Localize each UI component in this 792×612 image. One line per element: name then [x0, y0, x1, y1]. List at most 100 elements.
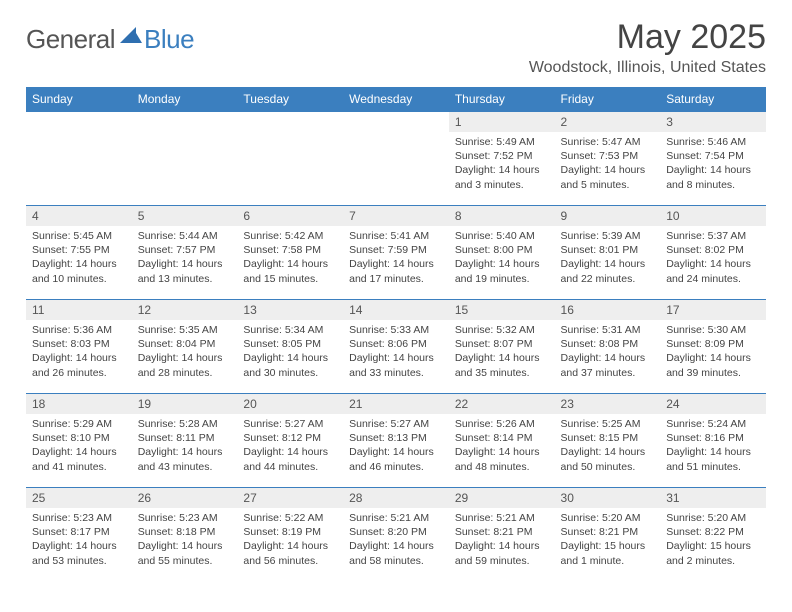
logo-sail-icon: [120, 25, 142, 50]
day-number: 9: [555, 206, 661, 226]
calendar-cell: 21Sunrise: 5:27 AMSunset: 8:13 PMDayligh…: [343, 394, 449, 488]
calendar-cell: 23Sunrise: 5:25 AMSunset: 8:15 PMDayligh…: [555, 394, 661, 488]
calendar-row: 4Sunrise: 5:45 AMSunset: 7:55 PMDaylight…: [26, 206, 766, 300]
calendar-cell: 6Sunrise: 5:42 AMSunset: 7:58 PMDaylight…: [237, 206, 343, 300]
day-details: Sunrise: 5:28 AMSunset: 8:11 PMDaylight:…: [132, 414, 238, 480]
calendar-cell: 11Sunrise: 5:36 AMSunset: 8:03 PMDayligh…: [26, 300, 132, 394]
day-number: 25: [26, 488, 132, 508]
calendar-cell: 8Sunrise: 5:40 AMSunset: 8:00 PMDaylight…: [449, 206, 555, 300]
weekday-header: Wednesday: [343, 87, 449, 112]
day-details: Sunrise: 5:23 AMSunset: 8:17 PMDaylight:…: [26, 508, 132, 574]
calendar-cell: 17Sunrise: 5:30 AMSunset: 8:09 PMDayligh…: [660, 300, 766, 394]
day-details: Sunrise: 5:30 AMSunset: 8:09 PMDaylight:…: [660, 320, 766, 386]
day-number: 30: [555, 488, 661, 508]
day-details: Sunrise: 5:35 AMSunset: 8:04 PMDaylight:…: [132, 320, 238, 386]
calendar-cell: 15Sunrise: 5:32 AMSunset: 8:07 PMDayligh…: [449, 300, 555, 394]
day-details: Sunrise: 5:49 AMSunset: 7:52 PMDaylight:…: [449, 132, 555, 198]
day-number: 12: [132, 300, 238, 320]
day-details: Sunrise: 5:41 AMSunset: 7:59 PMDaylight:…: [343, 226, 449, 292]
calendar-cell: 20Sunrise: 5:27 AMSunset: 8:12 PMDayligh…: [237, 394, 343, 488]
day-number: 10: [660, 206, 766, 226]
calendar-cell: 31Sunrise: 5:20 AMSunset: 8:22 PMDayligh…: [660, 488, 766, 582]
calendar-cell: 24Sunrise: 5:24 AMSunset: 8:16 PMDayligh…: [660, 394, 766, 488]
day-number: 8: [449, 206, 555, 226]
calendar-cell: ..: [26, 112, 132, 206]
calendar-cell: 28Sunrise: 5:21 AMSunset: 8:20 PMDayligh…: [343, 488, 449, 582]
calendar-cell: 29Sunrise: 5:21 AMSunset: 8:21 PMDayligh…: [449, 488, 555, 582]
calendar-row: 18Sunrise: 5:29 AMSunset: 8:10 PMDayligh…: [26, 394, 766, 488]
day-details: Sunrise: 5:20 AMSunset: 8:21 PMDaylight:…: [555, 508, 661, 574]
weekday-header: Monday: [132, 87, 238, 112]
calendar-cell: 18Sunrise: 5:29 AMSunset: 8:10 PMDayligh…: [26, 394, 132, 488]
calendar-cell: 5Sunrise: 5:44 AMSunset: 7:57 PMDaylight…: [132, 206, 238, 300]
day-number: 11: [26, 300, 132, 320]
logo: General Blue: [26, 24, 194, 55]
day-number: 2: [555, 112, 661, 132]
day-number: 27: [237, 488, 343, 508]
calendar-cell: 26Sunrise: 5:23 AMSunset: 8:18 PMDayligh…: [132, 488, 238, 582]
day-details: Sunrise: 5:29 AMSunset: 8:10 PMDaylight:…: [26, 414, 132, 480]
page: General Blue May 2025 Woodstock, Illinoi…: [0, 0, 792, 582]
calendar-cell: 14Sunrise: 5:33 AMSunset: 8:06 PMDayligh…: [343, 300, 449, 394]
day-number: 23: [555, 394, 661, 414]
day-details: Sunrise: 5:31 AMSunset: 8:08 PMDaylight:…: [555, 320, 661, 386]
day-details: Sunrise: 5:37 AMSunset: 8:02 PMDaylight:…: [660, 226, 766, 292]
calendar-body: ........1Sunrise: 5:49 AMSunset: 7:52 PM…: [26, 112, 766, 582]
day-number: 31: [660, 488, 766, 508]
day-details: Sunrise: 5:46 AMSunset: 7:54 PMDaylight:…: [660, 132, 766, 198]
weekday-header: Tuesday: [237, 87, 343, 112]
calendar-cell: 2Sunrise: 5:47 AMSunset: 7:53 PMDaylight…: [555, 112, 661, 206]
weekday-header: Thursday: [449, 87, 555, 112]
weekday-header: Sunday: [26, 87, 132, 112]
day-details: Sunrise: 5:23 AMSunset: 8:18 PMDaylight:…: [132, 508, 238, 574]
day-details: Sunrise: 5:22 AMSunset: 8:19 PMDaylight:…: [237, 508, 343, 574]
calendar-cell: ..: [343, 112, 449, 206]
calendar-cell: 1Sunrise: 5:49 AMSunset: 7:52 PMDaylight…: [449, 112, 555, 206]
location: Woodstock, Illinois, United States: [529, 59, 766, 77]
calendar-cell: 16Sunrise: 5:31 AMSunset: 8:08 PMDayligh…: [555, 300, 661, 394]
day-details: Sunrise: 5:34 AMSunset: 8:05 PMDaylight:…: [237, 320, 343, 386]
month-title: May 2025: [529, 18, 766, 57]
day-details: Sunrise: 5:39 AMSunset: 8:01 PMDaylight:…: [555, 226, 661, 292]
day-number: 16: [555, 300, 661, 320]
day-number: 1: [449, 112, 555, 132]
day-number: 22: [449, 394, 555, 414]
day-number: 3: [660, 112, 766, 132]
day-details: Sunrise: 5:27 AMSunset: 8:12 PMDaylight:…: [237, 414, 343, 480]
day-number: 24: [660, 394, 766, 414]
calendar-cell: 10Sunrise: 5:37 AMSunset: 8:02 PMDayligh…: [660, 206, 766, 300]
day-number: 18: [26, 394, 132, 414]
day-details: Sunrise: 5:45 AMSunset: 7:55 PMDaylight:…: [26, 226, 132, 292]
weekday-header: Saturday: [660, 87, 766, 112]
day-number: 13: [237, 300, 343, 320]
day-number: 4: [26, 206, 132, 226]
weekday-header: Friday: [555, 87, 661, 112]
day-number: 6: [237, 206, 343, 226]
day-number: 7: [343, 206, 449, 226]
day-number: 21: [343, 394, 449, 414]
header: General Blue May 2025 Woodstock, Illinoi…: [26, 18, 766, 77]
calendar-row: 11Sunrise: 5:36 AMSunset: 8:03 PMDayligh…: [26, 300, 766, 394]
calendar-cell: ..: [132, 112, 238, 206]
calendar-cell: 4Sunrise: 5:45 AMSunset: 7:55 PMDaylight…: [26, 206, 132, 300]
calendar-cell: 7Sunrise: 5:41 AMSunset: 7:59 PMDaylight…: [343, 206, 449, 300]
day-details: Sunrise: 5:21 AMSunset: 8:21 PMDaylight:…: [449, 508, 555, 574]
calendar-cell: 27Sunrise: 5:22 AMSunset: 8:19 PMDayligh…: [237, 488, 343, 582]
logo-text-general: General: [26, 24, 115, 55]
calendar-cell: 9Sunrise: 5:39 AMSunset: 8:01 PMDaylight…: [555, 206, 661, 300]
calendar-row: ........1Sunrise: 5:49 AMSunset: 7:52 PM…: [26, 112, 766, 206]
calendar: SundayMondayTuesdayWednesdayThursdayFrid…: [26, 87, 766, 582]
day-details: Sunrise: 5:33 AMSunset: 8:06 PMDaylight:…: [343, 320, 449, 386]
calendar-cell: 13Sunrise: 5:34 AMSunset: 8:05 PMDayligh…: [237, 300, 343, 394]
calendar-row: 25Sunrise: 5:23 AMSunset: 8:17 PMDayligh…: [26, 488, 766, 582]
calendar-cell: 12Sunrise: 5:35 AMSunset: 8:04 PMDayligh…: [132, 300, 238, 394]
day-details: Sunrise: 5:40 AMSunset: 8:00 PMDaylight:…: [449, 226, 555, 292]
day-details: Sunrise: 5:47 AMSunset: 7:53 PMDaylight:…: [555, 132, 661, 198]
day-details: Sunrise: 5:21 AMSunset: 8:20 PMDaylight:…: [343, 508, 449, 574]
title-block: May 2025 Woodstock, Illinois, United Sta…: [529, 18, 766, 77]
day-number: 19: [132, 394, 238, 414]
calendar-cell: 3Sunrise: 5:46 AMSunset: 7:54 PMDaylight…: [660, 112, 766, 206]
calendar-cell: ..: [237, 112, 343, 206]
day-number: 15: [449, 300, 555, 320]
day-details: Sunrise: 5:42 AMSunset: 7:58 PMDaylight:…: [237, 226, 343, 292]
